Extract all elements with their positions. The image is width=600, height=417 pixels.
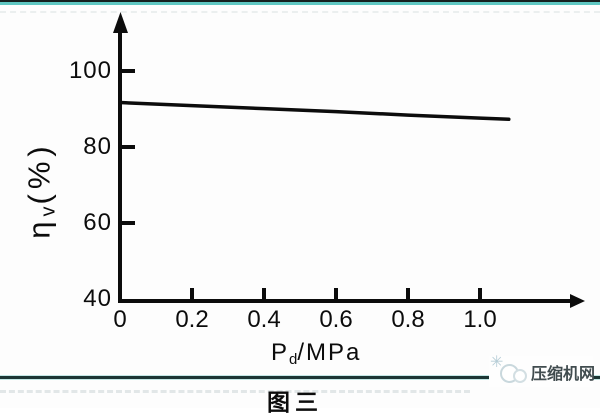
x-tick-mark <box>478 288 482 301</box>
y-axis-arrow <box>113 12 128 33</box>
watermark-logo-icon <box>489 356 531 387</box>
y-axis-line <box>118 28 122 303</box>
y-tick-label: 100 <box>68 57 112 84</box>
y-tick-label: 80 <box>83 133 112 160</box>
x-tick-mark <box>190 288 194 301</box>
y-tick-label: 40 <box>83 285 112 312</box>
top-border-line <box>0 0 600 5</box>
x-tick-mark <box>262 288 266 301</box>
y-tick-mark <box>120 221 135 225</box>
x-tick-label: 0.8 <box>391 306 425 333</box>
x-tick-mark <box>334 288 338 301</box>
x-axis-title-symbol: P <box>271 339 290 366</box>
x-axis-line <box>118 299 570 303</box>
x-tick-label: 0.2 <box>175 306 209 333</box>
logo-circle-small <box>513 369 527 383</box>
x-axis-title: Pd/MPa <box>271 339 361 368</box>
scan-artifact-dashes-top <box>0 11 600 13</box>
data-line <box>118 100 511 122</box>
separator-line <box>0 375 600 380</box>
x-axis-arrow <box>570 294 585 308</box>
x-tick-mark <box>406 288 410 301</box>
watermark-text: 压缩机网 <box>531 365 596 383</box>
x-tick-label: 0.4 <box>247 306 281 333</box>
y-tick-mark <box>120 69 135 73</box>
y-tick-mark <box>120 145 135 149</box>
y-tick-label: 60 <box>83 209 112 236</box>
figure-caption: 图三 <box>267 389 323 415</box>
watermark: 压缩机网 <box>489 356 596 387</box>
x-tick-label: 1.0 <box>463 306 497 333</box>
x-tick-label: 0.6 <box>319 306 353 333</box>
x-tick-label: 0 <box>113 306 127 333</box>
figure-page: 40 60 80 100 0 0.2 0.4 0.6 0.8 1.0 ηv(%) Pd/MPa … <box>0 0 600 408</box>
x-axis-title-subscript: d <box>289 351 298 368</box>
x-axis-title-unit: /MPa <box>297 339 362 366</box>
scan-artifact-dashes-bottom <box>0 390 470 393</box>
chart-canvas <box>113 12 585 308</box>
